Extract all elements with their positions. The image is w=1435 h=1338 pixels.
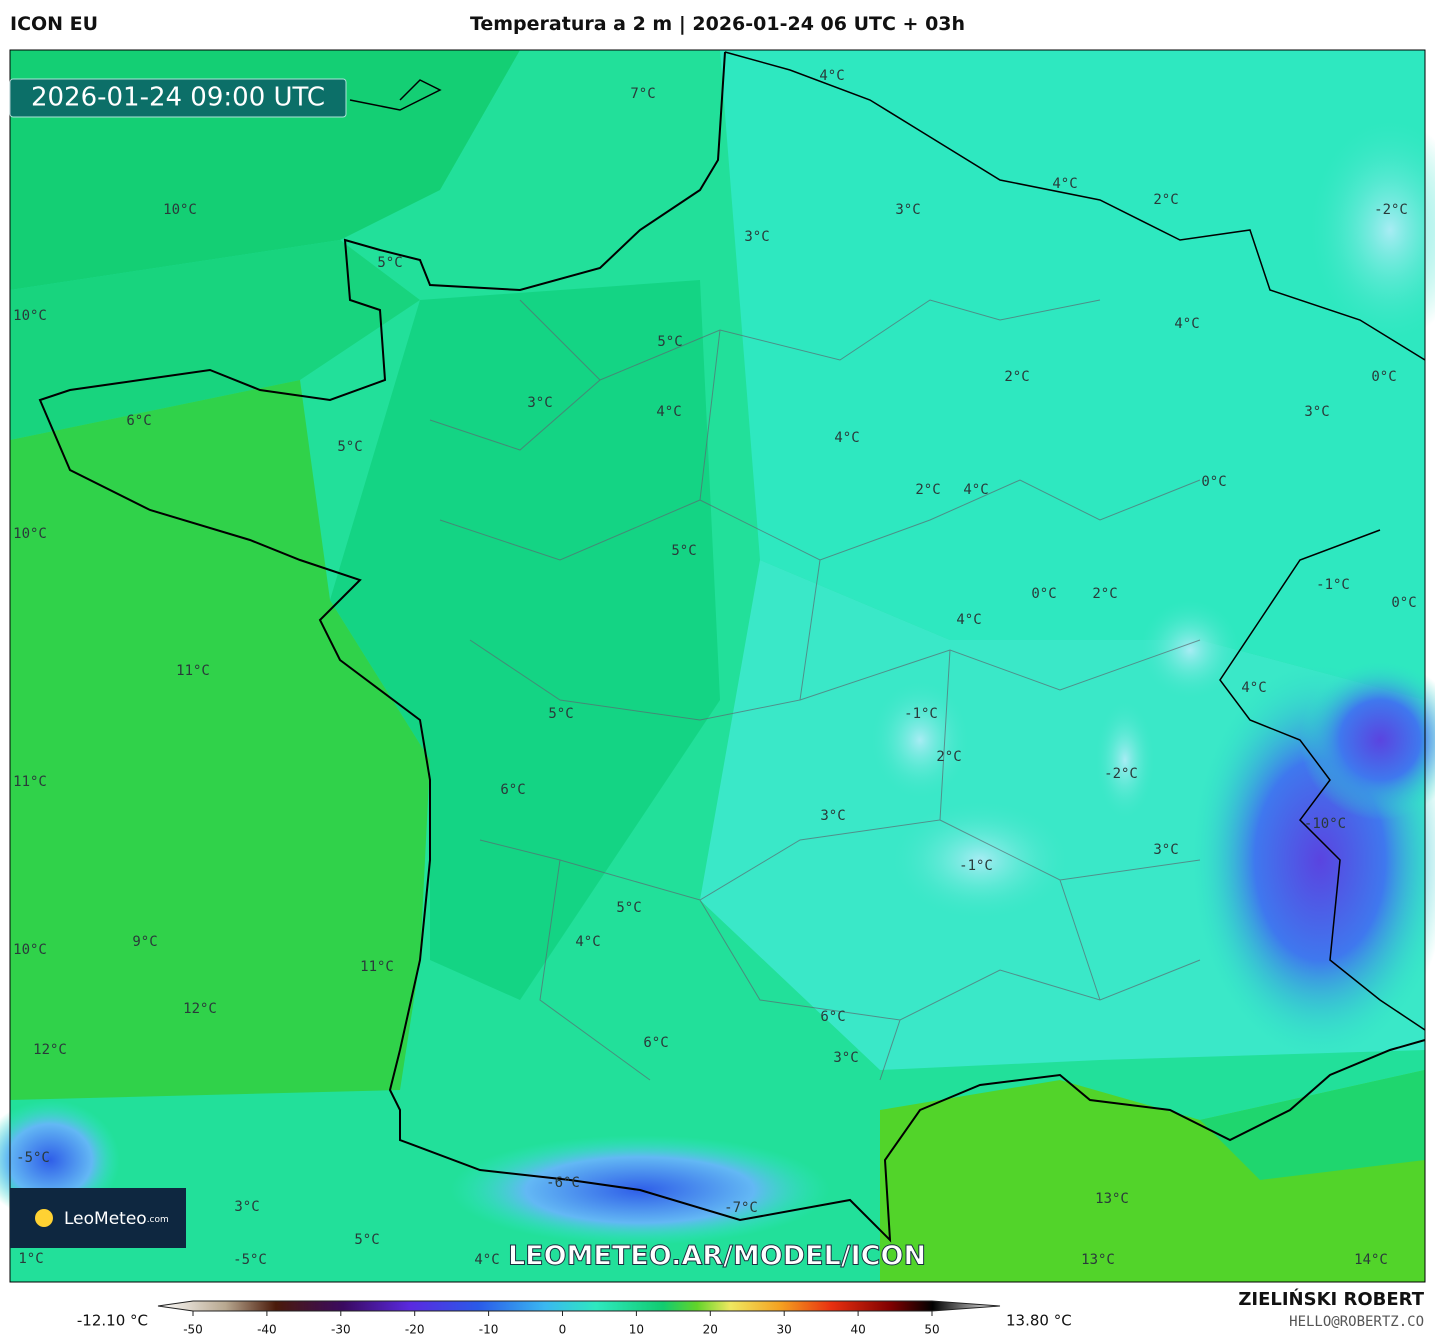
temp-label: -2°C xyxy=(1374,202,1408,218)
map-area xyxy=(0,50,1435,1282)
temp-label: -6°C xyxy=(546,1175,580,1191)
temp-label: -5°C xyxy=(233,1252,267,1268)
temp-label: -1°C xyxy=(904,706,938,722)
colorbar-tick-label: -50 xyxy=(183,1323,203,1337)
temp-label: 14°C xyxy=(1354,1252,1388,1268)
temp-label: 0°C xyxy=(1391,595,1416,611)
temp-label: 5°C xyxy=(337,439,362,455)
colorbar xyxy=(157,1300,1001,1312)
map-title: Temperatura a 2 m | 2026-01-24 06 UTC + … xyxy=(469,13,966,35)
valid-time: 2026-01-24 09:00 UTC xyxy=(31,83,325,113)
colorbar-tick-label: -20 xyxy=(405,1323,425,1337)
temp-label: 3°C xyxy=(820,808,845,824)
temp-label: 3°C xyxy=(234,1199,259,1215)
email: HELLO@ROBERTZ.CO xyxy=(1289,1314,1424,1330)
temp-label: 3°C xyxy=(744,229,769,245)
temp-label: 0°C xyxy=(1371,369,1396,385)
temp-label: 5°C xyxy=(616,900,641,916)
temp-label: 4°C xyxy=(963,482,988,498)
temp-label: -1°C xyxy=(1316,577,1350,593)
temp-label: 7°C xyxy=(630,86,655,102)
temp-label: -7°C xyxy=(724,1200,758,1216)
logo: LeoMeteo.com xyxy=(64,1209,169,1229)
temp-label: 4°C xyxy=(819,68,844,84)
temp-label: 5°C xyxy=(657,334,682,350)
temp-label: 2°C xyxy=(1004,369,1029,385)
temp-label: 11°C xyxy=(360,959,394,975)
temp-label: -10°C xyxy=(1304,816,1346,832)
temp-label: 10°C xyxy=(13,526,47,542)
temp-label: 4°C xyxy=(656,404,681,420)
author: ZIELIŃSKI ROBERT xyxy=(1238,1288,1424,1310)
colorbar-tick-label: 30 xyxy=(777,1323,792,1337)
temp-label: 4°C xyxy=(1174,316,1199,332)
colorbar-tick-label: -10 xyxy=(479,1323,499,1337)
temp-label: 6°C xyxy=(126,413,151,429)
temp-label: 4°C xyxy=(956,612,981,628)
colorbar-tick-label: 40 xyxy=(850,1323,865,1337)
temp-label: -5°C xyxy=(16,1150,50,1166)
colorbar-max: 13.80 °C xyxy=(1006,1312,1072,1330)
logo-name: LeoMeteo xyxy=(64,1209,147,1229)
temp-label: 2°C xyxy=(1153,192,1178,208)
colorbar-tick-label: 50 xyxy=(924,1323,939,1337)
temp-label: 6°C xyxy=(500,782,525,798)
temp-label: 4°C xyxy=(474,1252,499,1268)
temp-label: 1°C xyxy=(18,1251,43,1267)
temp-label: 11°C xyxy=(13,774,47,790)
temp-label: 0°C xyxy=(1031,586,1056,602)
temp-label: 5°C xyxy=(377,255,402,271)
temp-label: 3°C xyxy=(895,202,920,218)
colorbar-tick-label: -30 xyxy=(331,1323,351,1337)
temp-label: 4°C xyxy=(834,430,859,446)
colorbar-tick-label: -40 xyxy=(257,1323,277,1337)
temp-label: 3°C xyxy=(833,1050,858,1066)
watermark: LEOMETEO.AR/MODEL/ICON xyxy=(508,1241,926,1272)
temp-label: 6°C xyxy=(643,1035,668,1051)
temp-label: 10°C xyxy=(163,202,197,218)
time-box xyxy=(9,78,347,118)
temp-label: 5°C xyxy=(354,1232,379,1248)
temp-label: 3°C xyxy=(1153,842,1178,858)
temp-label: 4°C xyxy=(1241,680,1266,696)
temp-label: 2°C xyxy=(936,749,961,765)
temp-label: 3°C xyxy=(527,395,552,411)
colorbar-min: -12.10 °C xyxy=(77,1312,148,1330)
temp-label: 4°C xyxy=(575,934,600,950)
temp-label: 10°C xyxy=(13,942,47,958)
temp-label: 5°C xyxy=(548,706,573,722)
colorbar-tick-label: 20 xyxy=(703,1323,718,1337)
temp-label: -1°C xyxy=(959,858,993,874)
model-name: ICON EU xyxy=(10,13,99,35)
temp-label: 13°C xyxy=(1095,1191,1129,1207)
colorbar-tick-label: 0 xyxy=(559,1323,567,1337)
temp-label: 13°C xyxy=(1081,1252,1115,1268)
logo-sun xyxy=(35,1209,53,1227)
temp-label: 3°C xyxy=(1304,404,1329,420)
temp-label: 12°C xyxy=(33,1042,67,1058)
temp-label: 6°C xyxy=(820,1009,845,1025)
logo-suffix: .com xyxy=(147,1215,169,1225)
temp-label: 5°C xyxy=(671,543,696,559)
temp-label: 4°C xyxy=(1052,176,1077,192)
temp-label: 12°C xyxy=(183,1001,217,1017)
colorbar-tick-label: 10 xyxy=(629,1323,644,1337)
temp-label: 10°C xyxy=(13,308,47,324)
temp-label: -2°C xyxy=(1104,766,1138,782)
temp-label: 0°C xyxy=(1201,474,1226,490)
temp-label: 2°C xyxy=(1092,586,1117,602)
temp-label: 9°C xyxy=(132,934,157,950)
temp-label: 2°C xyxy=(915,482,940,498)
temp-label: 11°C xyxy=(176,663,210,679)
